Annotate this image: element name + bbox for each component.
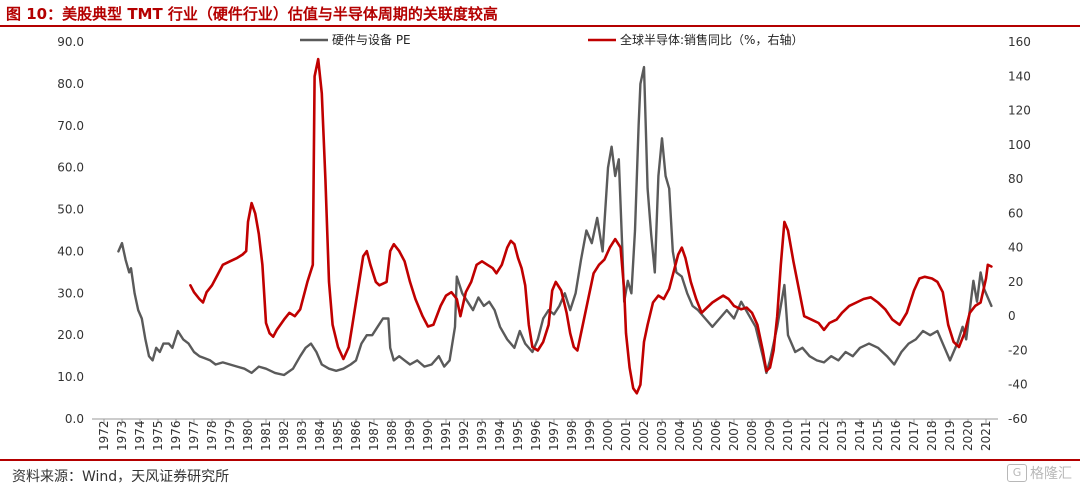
x-axis-tick-label: 1986 [349,420,363,451]
right-axis-tick-label: -20 [1008,343,1028,357]
right-axis-tick-label: -60 [1008,412,1028,426]
right-axis-tick-label: 80 [1008,172,1023,186]
left-axis-tick-label: 10.0 [57,370,84,384]
x-axis-tick-label: 2012 [817,420,831,451]
title-divider [0,25,1080,27]
x-axis-tick-label: 2017 [907,420,921,451]
x-axis-tick-label: 2007 [727,420,741,451]
series-layer [117,57,993,395]
x-axis-tick-label: 1996 [529,420,543,451]
series-line-pe [117,65,993,377]
legend: 硬件与设备 PE 全球半导体:销售同比（%，右轴） [300,32,803,47]
x-axis-tick-label: 2000 [601,420,615,451]
x-axis-tick-label: 1989 [403,420,417,451]
right-axis-tick-label: 140 [1008,69,1031,83]
x-axis-tick-label: 1979 [223,420,237,451]
source-note: 资料来源：Wind，天风证券研究所 [12,469,230,485]
x-axis-tick-label: 2010 [781,420,795,451]
x-axis-tick-label: 1981 [259,420,273,451]
left-axis-tick-label: 20.0 [57,328,84,342]
x-axis-tick-label: 1994 [493,420,507,451]
x-axis-tick-label: 2005 [691,420,705,451]
left-axis-tick-label: 30.0 [57,286,84,300]
x-axis-tick-label: 2002 [637,420,651,451]
x-axis-tick-label: 2003 [655,420,669,451]
x-axis-tick-label: 2019 [943,420,957,451]
chart-title: 图 10：美股典型 TMT 行业（硬件行业）估值与半导体周期的关联度较高 [6,5,498,23]
x-axis-tick-label: 1991 [439,420,453,451]
x-axis-tick-label: 2011 [799,420,813,451]
watermark-logo-icon: G [1007,464,1027,482]
x-axis-tick-label: 1993 [475,420,489,451]
x-axis-tick-label: 1988 [385,420,399,451]
left-axis-tick-label: 50.0 [57,203,84,217]
x-axis-tick-label: 1976 [169,420,183,451]
x-axis-tick-label: 2013 [835,420,849,451]
x-axis-tick-label: 2008 [745,420,759,451]
x-axis-tick-label: 1973 [115,420,129,451]
x-axis-tick-label: 1982 [277,420,291,451]
x-axis-tick-label: 2001 [619,420,633,451]
left-axis-tick-label: 80.0 [57,77,84,91]
left-axis-tick-label: 40.0 [57,244,84,258]
x-axis-tick-label: 2018 [925,420,939,451]
x-axis-tick-label: 2020 [961,420,975,451]
right-axis-tick-label: 0 [1008,309,1016,323]
x-axis-tick-label: 2009 [763,420,777,451]
x-axis-tick-label: 1992 [457,420,471,451]
left-axis-tick-label: 60.0 [57,161,84,175]
x-axis-tick-label: 1974 [133,420,147,451]
x-axis-tick-label: 2016 [889,420,903,451]
watermark-text: 格隆汇 [1030,466,1072,482]
x-axis-tick-label: 1990 [421,420,435,451]
x-axis-tick-label: 1978 [205,420,219,451]
watermark: G 格隆汇 [1007,463,1072,483]
x-axis-tick-label: 1980 [241,420,255,451]
footer-divider [0,459,1080,461]
x-axis-tick-label: 1984 [313,420,327,451]
x-axis-tick-label: 1995 [511,420,525,451]
chart-canvas: 0.010.020.030.040.050.060.070.080.090.0 … [57,32,1031,451]
x-axis-tick-label: 1985 [331,420,345,451]
series-line-semiconductor [189,57,993,395]
right-axis-tick-label: 120 [1008,104,1031,118]
right-axis-tick-label: -40 [1008,378,1028,392]
legend-label-pe: 硬件与设备 PE [332,33,411,47]
right-axis-tick-label: 40 [1008,241,1023,255]
x-axis-tick-label: 2015 [871,420,885,451]
x-axis-tick-label: 1975 [151,420,165,451]
x-axis-tick-label: 1972 [97,420,111,451]
x-axis-tick-label: 1997 [547,420,561,451]
left-axis-tick-label: 70.0 [57,119,84,133]
left-axis-tick-label: 90.0 [57,35,84,49]
right-axis-tick-label: 20 [1008,275,1023,289]
x-axis-tick-label: 2006 [709,420,723,451]
right-axis-tick-label: 100 [1008,138,1031,152]
left-axis-ticks: 0.0 10.0 20.0 30.0 40.0 50.0 60.0 70.0 80.0 90.0 [57,35,84,426]
x-axis-tick-label: 1983 [295,420,309,451]
right-axis-tick-label: 60 [1008,206,1023,220]
x-axis-tick-label: 2004 [673,420,687,451]
x-axis-tick-label: 1999 [583,420,597,451]
x-axis-tick-label: 1977 [187,420,201,451]
x-axis-tick-label: 1998 [565,420,579,451]
x-axis-tick-label: 2021 [979,420,993,451]
left-axis-tick-label: 0.0 [65,412,84,426]
x-axis-tick-label: 2014 [853,420,867,451]
legend-label-semiconductor: 全球半导体:销售同比（%，右轴） [620,32,803,47]
x-axis-tick-label: 1987 [367,420,381,451]
right-axis-tick-label: 160 [1008,35,1031,49]
x-axis-ticks: 1972 1973 1974 1975 1976 1977 1978 1979 1980 1981… [97,419,993,451]
right-axis-ticks: -60 -40 -20 0 20 40 60 80 100 120 140 160 [1008,35,1031,426]
